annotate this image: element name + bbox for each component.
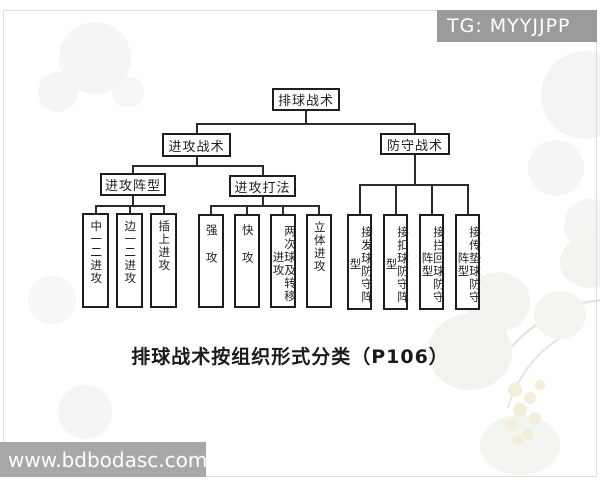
connector-line: [196, 123, 198, 133]
node-formation-penetration-attack: 插上进攻: [150, 213, 177, 308]
node-label: 进攻打法: [234, 180, 291, 196]
connector-line: [95, 205, 97, 213]
node-method-quick-attack: 快攻: [234, 214, 260, 308]
node-method-three-dimensional-attack: 立体进攻: [306, 214, 332, 308]
connector-line: [262, 197, 264, 207]
telegram-badge: TG: MYYJJPP: [437, 10, 597, 42]
connector-line: [305, 111, 307, 125]
connector-line: [132, 196, 134, 207]
figure-caption: 排球战术按组织形式分类（P106）: [131, 346, 449, 368]
connector-line: [414, 123, 416, 133]
node-defense-blocked-ball-receive-formation: 接拦回球防守阵型: [419, 214, 447, 310]
node-label: 排球战术: [277, 94, 334, 109]
node-label: 插上进攻: [157, 220, 172, 272]
connector-line: [431, 184, 433, 214]
node-label: 边一二进攻: [123, 220, 138, 285]
node-defense-serve-receive-formation: 接发球防守阵型: [347, 214, 375, 310]
node-label: 中一二进攻: [89, 220, 104, 285]
node-offense-formation: 进攻阵型: [100, 173, 166, 196]
node-label: 快攻: [240, 224, 255, 279]
node-defense-spike-receive-formation: 接扣球防守阵型: [383, 214, 411, 310]
connector-line: [359, 184, 469, 186]
node-label: 进攻阵型: [104, 179, 161, 194]
node-offense-tactics: 进攻战术: [162, 133, 231, 157]
node-formation-side-1-2-attack: 边一二进攻: [116, 213, 143, 308]
node-method-second-ball-transfer-attack: 两次球及转移进攻: [270, 214, 298, 308]
connector-line: [318, 205, 320, 214]
node-offense-methods: 进攻打法: [229, 175, 296, 197]
connector-line: [196, 123, 416, 125]
node-method-power-attack: 强攻: [198, 214, 224, 308]
connector-line: [210, 205, 212, 214]
node-label: 防守战术: [386, 138, 443, 154]
node-root-volleyball-tactics: 排球战术: [272, 88, 340, 111]
connector-line: [163, 205, 165, 213]
connector-line: [467, 184, 469, 214]
node-formation-center-1-2-attack: 中一二进攻: [82, 213, 109, 308]
watermark-badge: www.bdbodasc.com: [0, 442, 208, 477]
node-label: 立体进攻: [312, 221, 327, 273]
node-label: 接扣球防守阵型: [384, 225, 411, 304]
connector-line: [132, 165, 134, 173]
node-label: 进攻战术: [168, 139, 225, 155]
connector-line: [246, 205, 248, 214]
node-label: 强攻: [204, 224, 219, 279]
connector-line: [395, 184, 397, 214]
watermark-text: www.bdbodasc.com: [8, 447, 208, 472]
connector-line: [129, 205, 131, 213]
connector-line: [282, 205, 284, 214]
connector-line: [210, 205, 320, 207]
connector-line: [414, 155, 416, 186]
connector-line: [196, 157, 198, 167]
node-label: 接传垫球防守阵型: [456, 225, 483, 304]
node-label: 两次球及转移进攻: [271, 224, 298, 303]
connector-line: [132, 165, 264, 167]
connector-line: [359, 184, 361, 214]
node-label: 接拦回球防守阵型: [420, 225, 447, 304]
node-defense-pass-dig-receive-formation: 接传垫球防守阵型: [455, 214, 483, 310]
node-label: 接发球防守阵型: [348, 225, 375, 304]
telegram-badge-text: TG: MYYJJPP: [447, 15, 571, 37]
connector-line: [262, 165, 264, 175]
node-defense-tactics: 防守战术: [380, 133, 450, 155]
